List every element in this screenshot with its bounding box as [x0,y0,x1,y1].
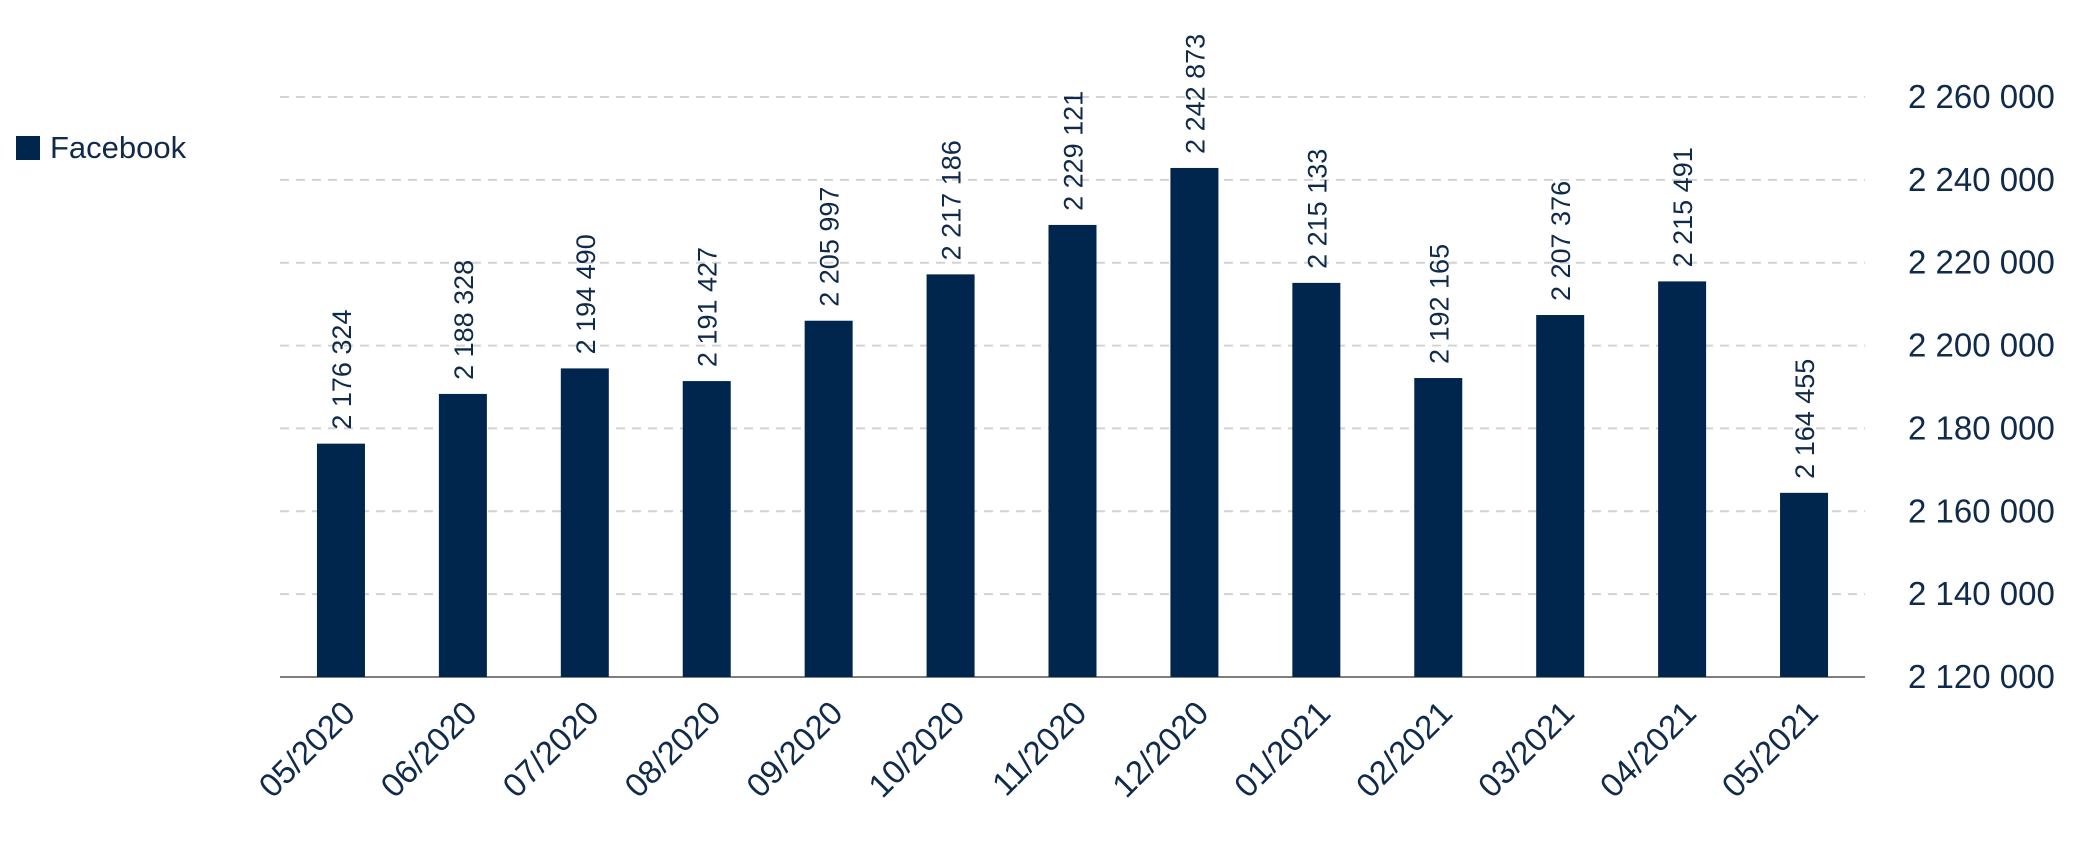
x-tick-label: 05/2020 [251,694,362,805]
bar [1048,224,1097,677]
x-tick-label: 01/2021 [1227,694,1338,805]
bar [804,320,853,677]
legend: Facebook [16,130,186,166]
x-tick-label: 02/2021 [1349,694,1460,805]
y-tick-label: 2 220 000 [1908,244,2055,281]
y-tick-label: 2 180 000 [1908,409,2055,446]
bar-value-label: 2 192 165 [1424,244,1454,364]
y-tick-label: 2 160 000 [1908,492,2055,529]
y-tick-label: 2 120 000 [1908,658,2055,695]
x-tick-label: 10/2020 [861,694,972,805]
bar-value-label: 2 205 997 [815,187,845,307]
bar [926,274,975,677]
x-tick-label: 03/2021 [1471,694,1582,805]
y-tick-label: 2 140 000 [1908,575,2055,612]
y-tick-label: 2 240 000 [1908,161,2055,198]
bar [1170,167,1219,677]
bar-value-label: 2 164 455 [1790,359,1820,479]
x-tick-label: 06/2020 [373,694,484,805]
y-tick-label: 2 200 000 [1908,327,2055,364]
x-tick-label: 08/2020 [617,694,728,805]
bar [1658,281,1707,677]
bar [1536,315,1585,677]
bar-value-label: 2 191 427 [693,247,723,367]
bar-value-label: 2 229 121 [1059,91,1089,211]
bar-value-label: 2 217 186 [937,140,967,260]
legend-swatch-facebook [16,136,40,160]
bar [560,368,609,677]
x-tick-label: 07/2020 [495,694,606,805]
bar [1780,492,1829,677]
bar [682,381,731,677]
bar [438,393,487,677]
bar [316,443,365,677]
x-tick-label: 11/2020 [985,694,1094,803]
y-tick-label: 2 260 000 [1908,78,2055,115]
bar [1292,282,1341,677]
bar-value-label: 2 215 133 [1302,149,1332,269]
x-tick-label: 04/2021 [1593,694,1704,805]
bar-value-label: 2 207 376 [1546,181,1576,301]
bar-value-label: 2 242 873 [1180,34,1210,154]
x-tick-label: 09/2020 [739,694,850,805]
x-tick-label: 05/2021 [1714,694,1825,805]
bar-value-label: 2 194 490 [571,234,601,354]
bar-value-label: 2 215 491 [1668,147,1698,267]
bar-value-label: 2 188 328 [449,260,479,380]
legend-label-facebook: Facebook [50,130,187,165]
x-tick-label: 12/2020 [1105,694,1216,805]
bar-value-label: 2 176 324 [327,310,357,430]
bar [1414,378,1463,677]
